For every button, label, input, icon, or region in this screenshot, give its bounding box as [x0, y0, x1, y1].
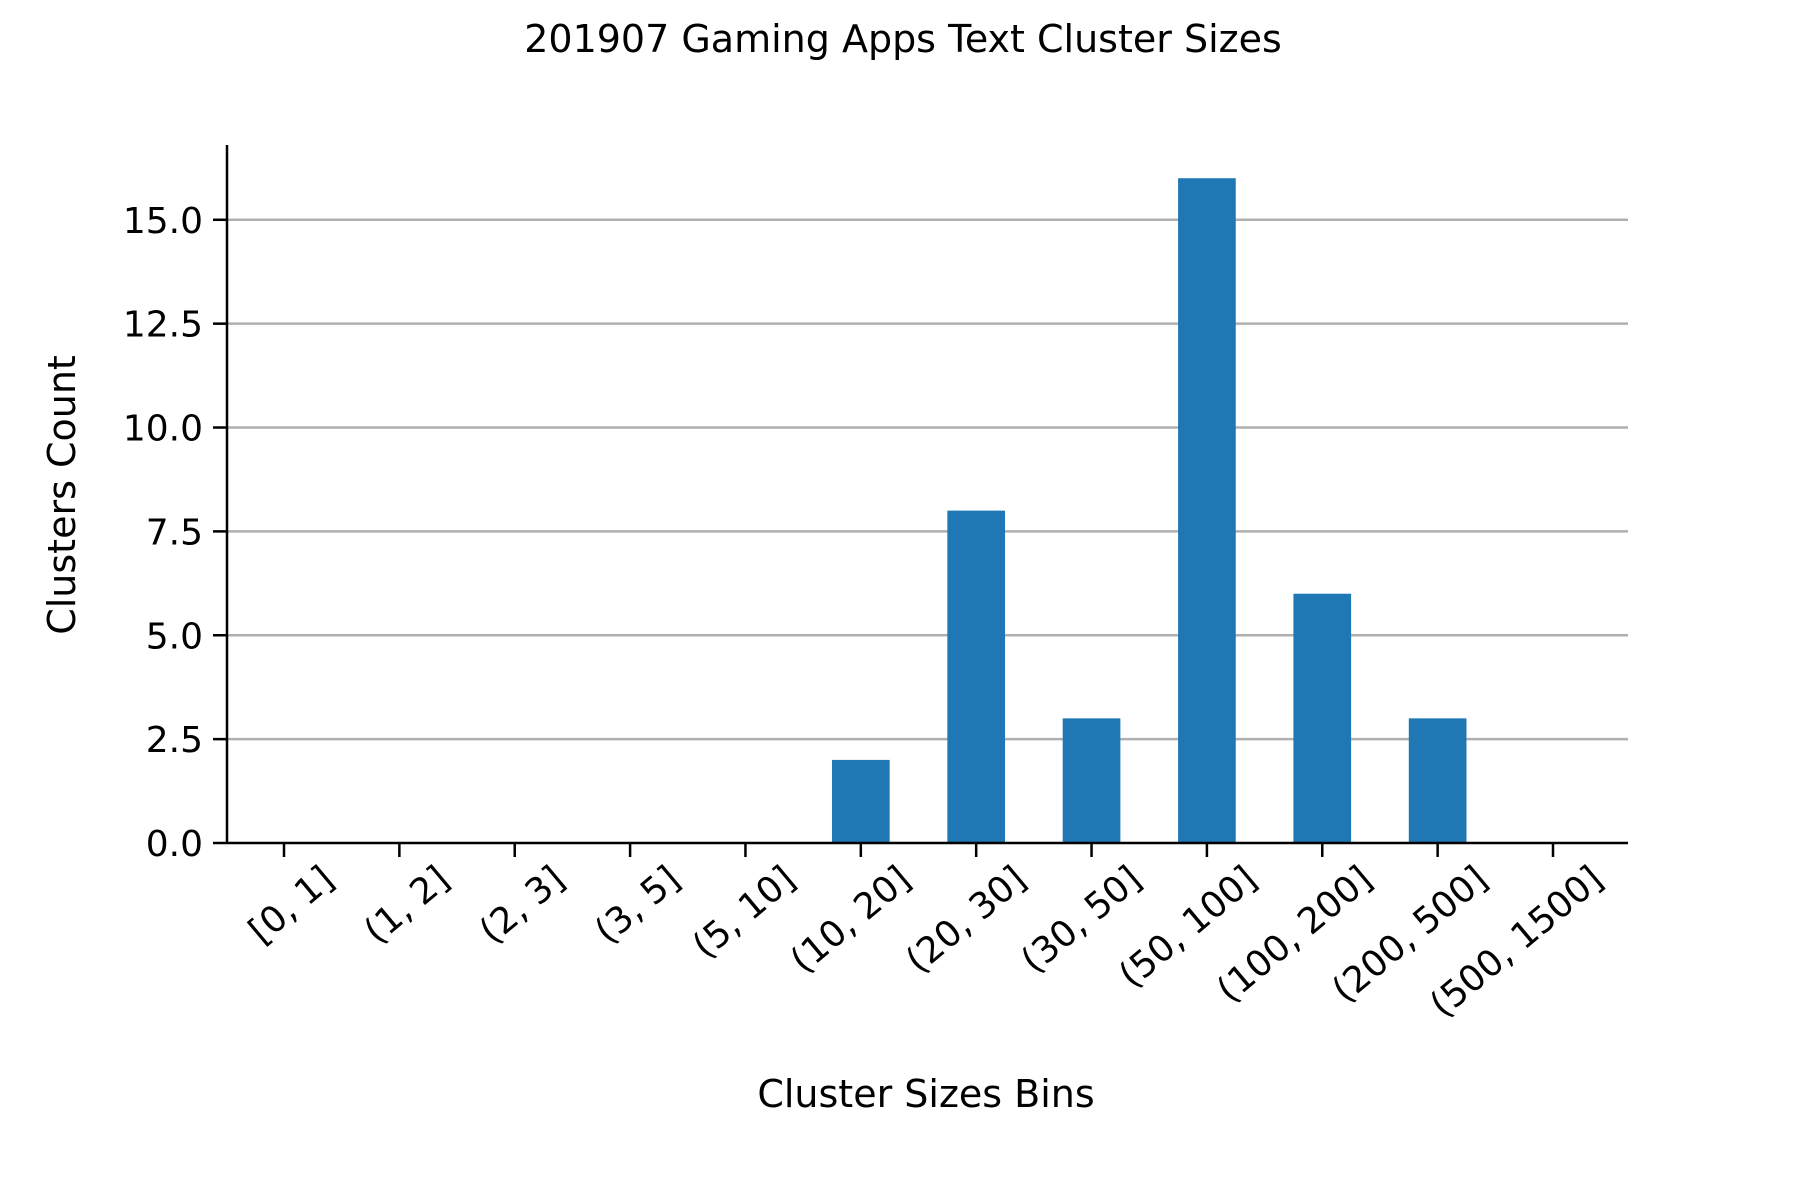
x-tick-label-5: (10, 20]: [783, 858, 919, 981]
bar-7: [1062, 718, 1121, 843]
y-tick-label-5: 12.5: [123, 305, 203, 346]
grid: [227, 218, 1628, 741]
bar-6: [947, 510, 1006, 843]
bar-10: [1408, 718, 1467, 843]
bars: [831, 178, 1467, 843]
chart-title: 201907 Gaming Apps Text Cluster Sizes: [524, 17, 1282, 61]
x-tick-label-1: (1, 2]: [357, 858, 458, 952]
y-tick-label-4: 10.0: [123, 409, 203, 450]
bar-9: [1293, 593, 1352, 843]
axes: 0.0 2.5 5.0 7.5 10.0 12.5 15.0 [0, 1] (1, 2] (2, …: [123, 145, 1628, 1026]
y-tick-label-0: 0.0: [146, 824, 203, 865]
bar-8: [1178, 178, 1236, 843]
y-tick-label-1: 2.5: [146, 720, 203, 761]
x-tick-label-2: (2, 3]: [472, 858, 573, 952]
x-tick-label-0: [0, 1]: [241, 858, 342, 952]
y-tick-label-3: 7.5: [146, 512, 203, 553]
x-axis-label: Cluster Sizes Bins: [757, 1072, 1094, 1116]
x-tick-label-6: (20, 30]: [898, 858, 1034, 981]
y-axis-label: Clusters Count: [40, 355, 84, 635]
x-tick-label-3: (3, 5]: [587, 858, 688, 952]
y-tick-label-2: 5.0: [146, 616, 203, 657]
bar-5: [831, 759, 890, 843]
y-tick-label-6: 15.0: [123, 201, 203, 242]
